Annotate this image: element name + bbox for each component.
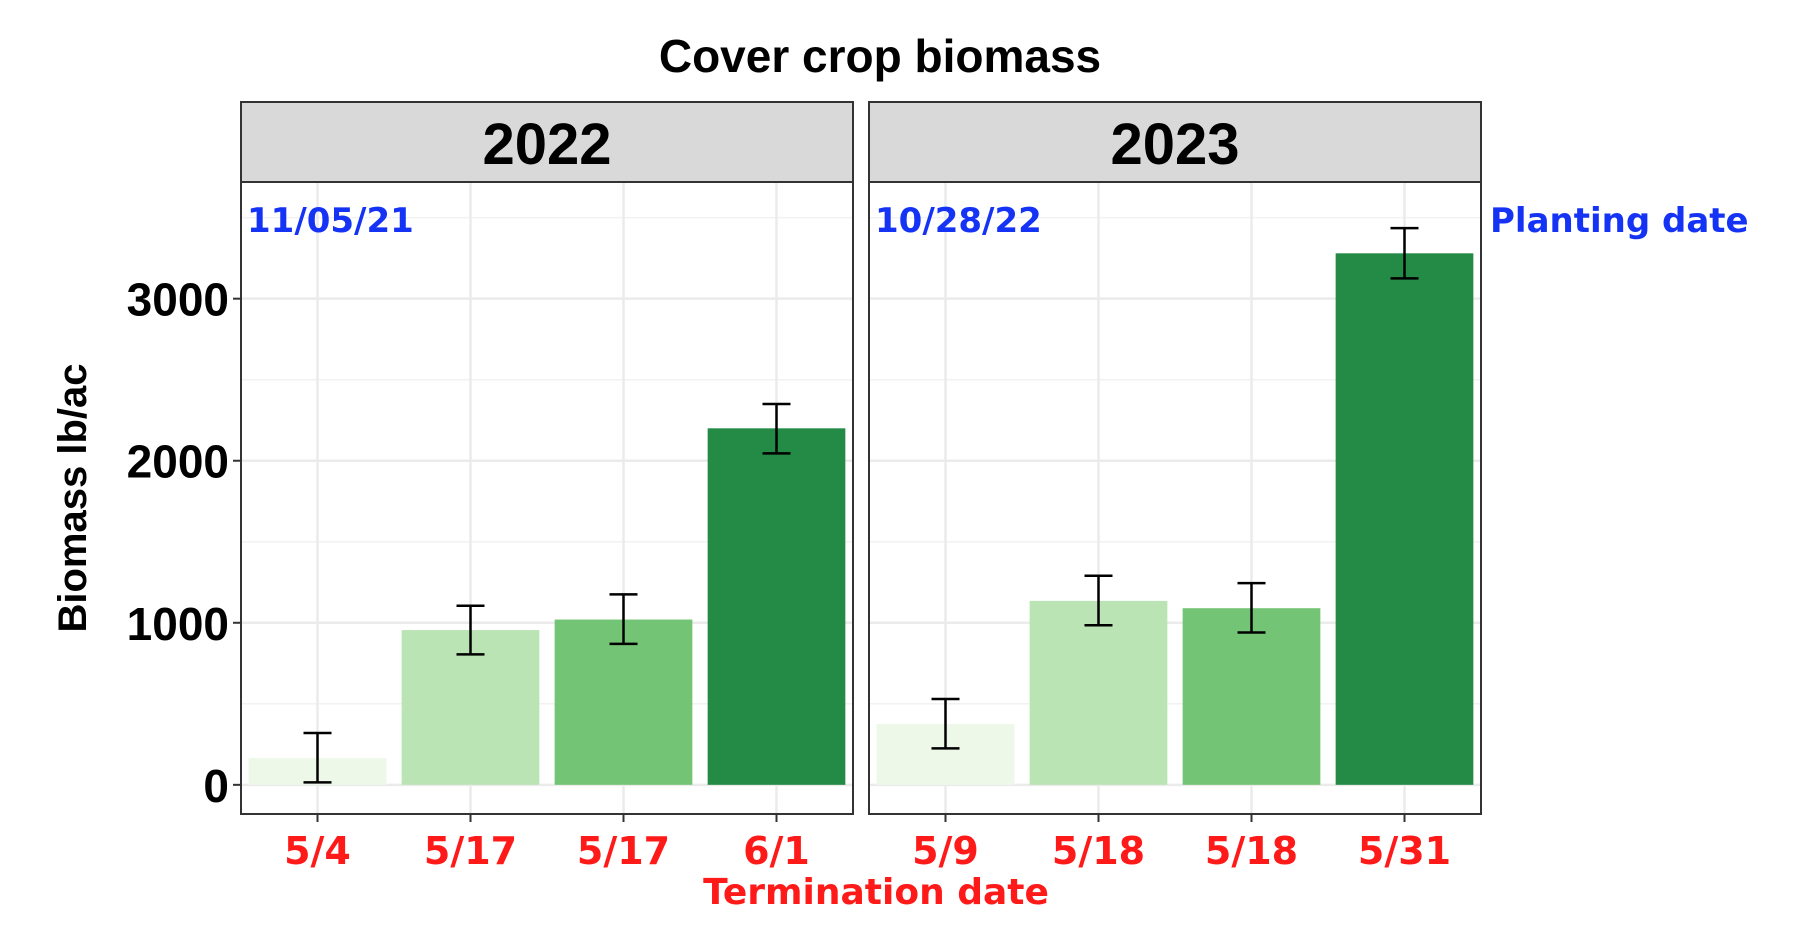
planting-date-annotation: 11/05/21 [247, 201, 414, 241]
x-axis-label: Termination date [703, 872, 1049, 913]
bar [1182, 608, 1321, 785]
y-axis-label: Biomass lb/ac [51, 363, 95, 632]
x-tick-label: 5/17 [424, 829, 517, 873]
error-bar [762, 402, 791, 455]
x-tick-label: 6/1 [743, 829, 810, 873]
error-bar [303, 731, 332, 784]
bar [707, 428, 846, 785]
error-bar [1390, 226, 1419, 280]
y-tick-label: 1000 [127, 598, 229, 650]
x-tick-label: 5/18 [1052, 829, 1145, 873]
planting-date-label: Planting date [1490, 201, 1749, 241]
facet-strip-label: 2022 [482, 112, 611, 177]
error-bar [456, 604, 485, 656]
y-axis: 0 1000 2000 3000 [127, 274, 241, 812]
facet-strip [868, 101, 1482, 183]
x-tick-label: 5/18 [1205, 829, 1298, 873]
panel-2023: 5/9 5/18 5/18 5/31 2023 10/28/22 [868, 101, 1482, 873]
facet-strip-label: 2023 [1110, 112, 1239, 177]
error-bar [1084, 574, 1113, 627]
x-tick-label: 5/4 [284, 829, 351, 873]
error-bar [931, 697, 960, 750]
x-tick-label: 5/17 [577, 829, 670, 873]
x-tick-label: 5/9 [912, 829, 979, 873]
error-bar [609, 593, 638, 646]
bar [1029, 600, 1168, 785]
y-tick-label: 3000 [127, 274, 229, 326]
y-tick-label: 0 [203, 760, 229, 812]
facet-strip [240, 101, 854, 183]
chart-title: Cover crop biomass [659, 30, 1101, 82]
bar [401, 630, 540, 785]
planting-date-annotation: 10/28/22 [875, 201, 1042, 241]
bar [1335, 253, 1474, 785]
error-bar [1237, 581, 1266, 634]
panel-2022: 5/4 5/17 5/17 6/1 2022 11/05/21 [240, 101, 854, 873]
y-tick-label: 2000 [127, 436, 229, 488]
facet-panels: 5/4 5/17 5/17 6/1 2022 11/05/21 5/9 5/18 5/18 5/3… [240, 101, 1482, 873]
x-tick-label: 5/31 [1358, 829, 1451, 873]
bar [554, 619, 693, 785]
